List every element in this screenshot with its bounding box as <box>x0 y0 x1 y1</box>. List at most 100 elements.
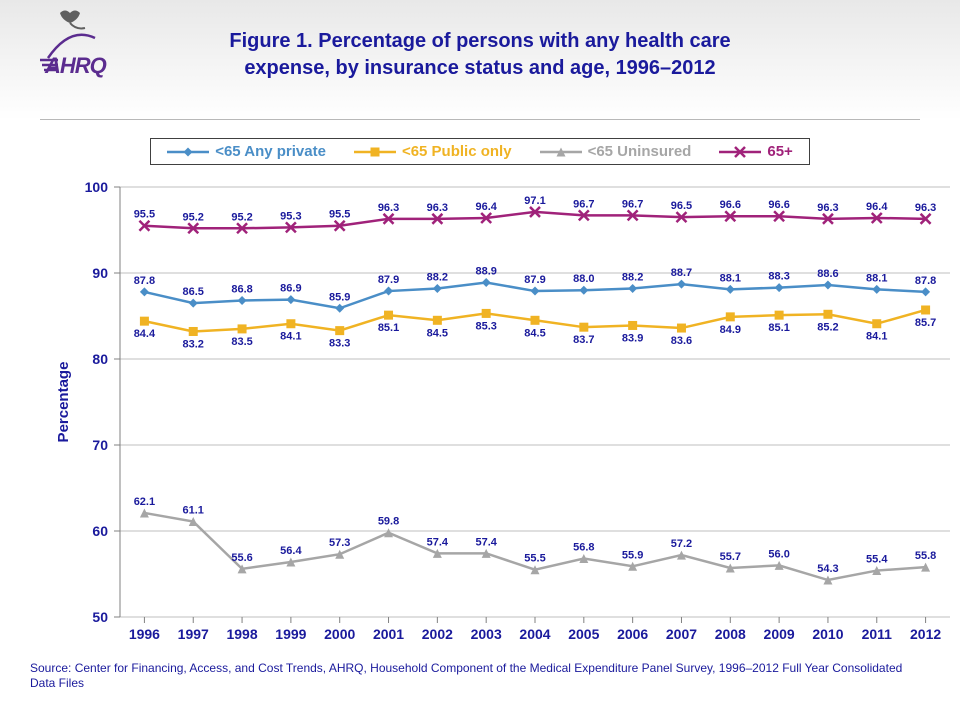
svg-text:85.1: 85.1 <box>378 322 399 334</box>
svg-text:2004: 2004 <box>519 626 550 642</box>
svg-text:87.8: 87.8 <box>915 275 936 287</box>
svg-text:95.2: 95.2 <box>183 211 204 223</box>
svg-text:88.7: 88.7 <box>671 267 692 279</box>
svg-text:1998: 1998 <box>226 626 257 642</box>
plot-area: 5060708090100199619971998199920002001200… <box>40 177 920 662</box>
svg-text:2005: 2005 <box>568 626 599 642</box>
svg-text:87.8: 87.8 <box>134 275 155 287</box>
svg-text:57.4: 57.4 <box>475 536 497 548</box>
svg-text:62.1: 62.1 <box>134 496 155 508</box>
svg-text:84.9: 84.9 <box>720 324 741 336</box>
svg-text:90: 90 <box>92 265 108 281</box>
svg-text:83.7: 83.7 <box>573 334 594 346</box>
svg-text:2000: 2000 <box>324 626 355 642</box>
svg-text:60: 60 <box>92 523 108 539</box>
svg-text:84.4: 84.4 <box>134 328 156 340</box>
svg-text:86.5: 86.5 <box>183 286 204 298</box>
svg-text:57.4: 57.4 <box>427 536 449 548</box>
legend-item: <65 Public only <box>354 143 512 160</box>
svg-text:95.3: 95.3 <box>280 210 301 222</box>
svg-text:100: 100 <box>85 179 109 195</box>
svg-text:2001: 2001 <box>373 626 404 642</box>
legend-marker-icon <box>719 144 761 160</box>
svg-text:85.2: 85.2 <box>817 321 838 333</box>
svg-text:2007: 2007 <box>666 626 697 642</box>
svg-text:84.1: 84.1 <box>280 331 301 343</box>
svg-text:86.9: 86.9 <box>280 283 301 295</box>
svg-text:56.0: 56.0 <box>768 548 789 560</box>
legend-marker-icon <box>540 144 582 160</box>
svg-text:56.8: 56.8 <box>573 542 594 554</box>
svg-text:83.9: 83.9 <box>622 332 643 344</box>
svg-text:96.5: 96.5 <box>671 200 692 212</box>
svg-text:88.1: 88.1 <box>720 272 741 284</box>
svg-text:55.6: 55.6 <box>231 552 252 564</box>
source-citation: Source: Center for Financing, Access, an… <box>30 661 930 692</box>
svg-text:2002: 2002 <box>422 626 453 642</box>
svg-text:1999: 1999 <box>275 626 306 642</box>
svg-text:55.8: 55.8 <box>915 550 936 562</box>
ahrq-logo: AHRQ <box>40 8 130 88</box>
svg-text:95.5: 95.5 <box>134 209 155 221</box>
svg-text:84.1: 84.1 <box>866 331 887 343</box>
svg-text:96.7: 96.7 <box>573 198 594 210</box>
legend-label: <65 Public only <box>402 143 512 160</box>
svg-text:84.5: 84.5 <box>427 327 448 339</box>
svg-text:88.1: 88.1 <box>866 272 887 284</box>
svg-text:2011: 2011 <box>862 626 893 642</box>
chart-svg: 5060708090100199619971998199920002001200… <box>40 177 960 657</box>
svg-text:96.3: 96.3 <box>915 202 936 214</box>
svg-text:59.8: 59.8 <box>378 516 399 528</box>
svg-text:87.9: 87.9 <box>378 274 399 286</box>
svg-text:2009: 2009 <box>764 626 795 642</box>
svg-text:96.3: 96.3 <box>378 202 399 214</box>
svg-text:2010: 2010 <box>812 626 843 642</box>
legend-item: <65 Any private <box>167 143 326 160</box>
svg-text:85.3: 85.3 <box>475 320 496 332</box>
legend-marker-icon <box>167 144 209 160</box>
svg-text:96.4: 96.4 <box>866 201 888 213</box>
svg-text:83.6: 83.6 <box>671 335 692 347</box>
svg-text:88.6: 88.6 <box>817 268 838 280</box>
svg-text:87.9: 87.9 <box>524 274 545 286</box>
svg-text:83.5: 83.5 <box>231 336 252 348</box>
svg-text:85.7: 85.7 <box>915 317 936 329</box>
legend-item: 65+ <box>719 143 792 160</box>
legend-label: <65 Uninsured <box>588 143 692 160</box>
figure-title: Figure 1. Percentage of persons with any… <box>0 10 960 82</box>
legend-label: <65 Any private <box>215 143 326 160</box>
svg-text:2012: 2012 <box>910 626 941 642</box>
svg-text:96.3: 96.3 <box>817 202 838 214</box>
svg-text:57.3: 57.3 <box>329 537 350 549</box>
svg-text:97.1: 97.1 <box>524 195 545 207</box>
svg-text:54.3: 54.3 <box>817 563 838 575</box>
svg-text:55.9: 55.9 <box>622 549 643 561</box>
svg-text:88.2: 88.2 <box>622 271 643 283</box>
svg-text:83.2: 83.2 <box>183 338 204 350</box>
svg-text:1997: 1997 <box>178 626 209 642</box>
header: AHRQ Figure 1. Percentage of persons wit… <box>0 0 960 120</box>
svg-text:96.6: 96.6 <box>720 199 741 211</box>
svg-text:88.0: 88.0 <box>573 273 594 285</box>
svg-text:61.1: 61.1 <box>183 505 204 517</box>
svg-text:Percentage: Percentage <box>55 362 72 443</box>
svg-text:50: 50 <box>92 609 108 625</box>
svg-text:55.5: 55.5 <box>524 553 545 565</box>
svg-text:96.7: 96.7 <box>622 198 643 210</box>
chart-container: <65 Any private <65 Public only <65 Uninsu… <box>0 120 960 662</box>
svg-text:1996: 1996 <box>129 626 160 642</box>
svg-text:85.9: 85.9 <box>329 291 350 303</box>
svg-text:83.3: 83.3 <box>329 338 350 350</box>
title-line2: expense, by insurance status and age, 19… <box>0 55 960 82</box>
svg-text:56.4: 56.4 <box>280 545 302 557</box>
svg-text:88.3: 88.3 <box>768 271 789 283</box>
svg-text:95.5: 95.5 <box>329 209 350 221</box>
legend-marker-icon <box>354 144 396 160</box>
svg-text:2003: 2003 <box>471 626 502 642</box>
svg-text:84.5: 84.5 <box>524 327 545 339</box>
svg-text:95.2: 95.2 <box>231 211 252 223</box>
svg-text:57.2: 57.2 <box>671 538 692 550</box>
svg-text:2008: 2008 <box>715 626 746 642</box>
svg-text:2006: 2006 <box>617 626 648 642</box>
svg-text:55.7: 55.7 <box>720 551 741 563</box>
